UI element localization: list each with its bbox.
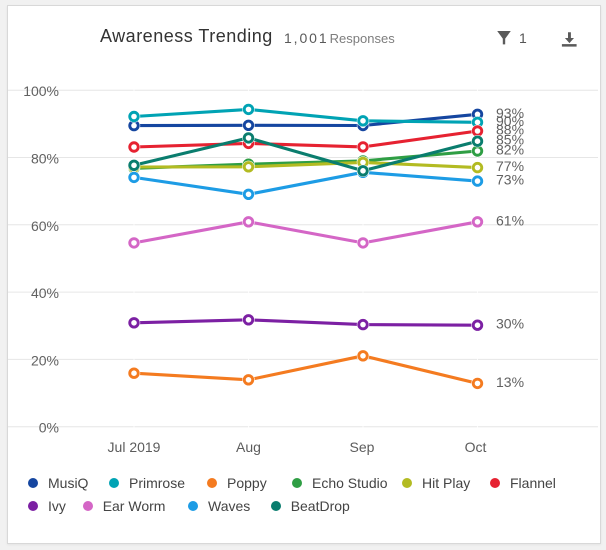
svg-text:85%: 85% bbox=[496, 132, 524, 148]
svg-text:80%: 80% bbox=[31, 151, 59, 167]
svg-text:100%: 100% bbox=[23, 83, 59, 99]
svg-text:30%: 30% bbox=[496, 316, 524, 332]
svg-text:13%: 13% bbox=[496, 374, 524, 390]
svg-text:Oct: Oct bbox=[465, 439, 487, 455]
svg-text:40%: 40% bbox=[31, 285, 59, 301]
svg-text:Jul 2019: Jul 2019 bbox=[108, 439, 161, 455]
svg-text:93%: 93% bbox=[496, 105, 524, 121]
svg-text:Sep: Sep bbox=[350, 439, 375, 455]
svg-text:73%: 73% bbox=[496, 172, 524, 188]
svg-text:20%: 20% bbox=[31, 352, 59, 368]
svg-text:88%: 88% bbox=[496, 122, 524, 138]
svg-text:Aug: Aug bbox=[236, 439, 261, 455]
svg-text:0%: 0% bbox=[39, 420, 59, 436]
svg-text:82%: 82% bbox=[496, 142, 524, 158]
svg-text:60%: 60% bbox=[31, 218, 59, 234]
svg-text:90%: 90% bbox=[496, 113, 524, 129]
svg-text:61%: 61% bbox=[496, 212, 524, 228]
svg-text:77%: 77% bbox=[496, 158, 524, 174]
